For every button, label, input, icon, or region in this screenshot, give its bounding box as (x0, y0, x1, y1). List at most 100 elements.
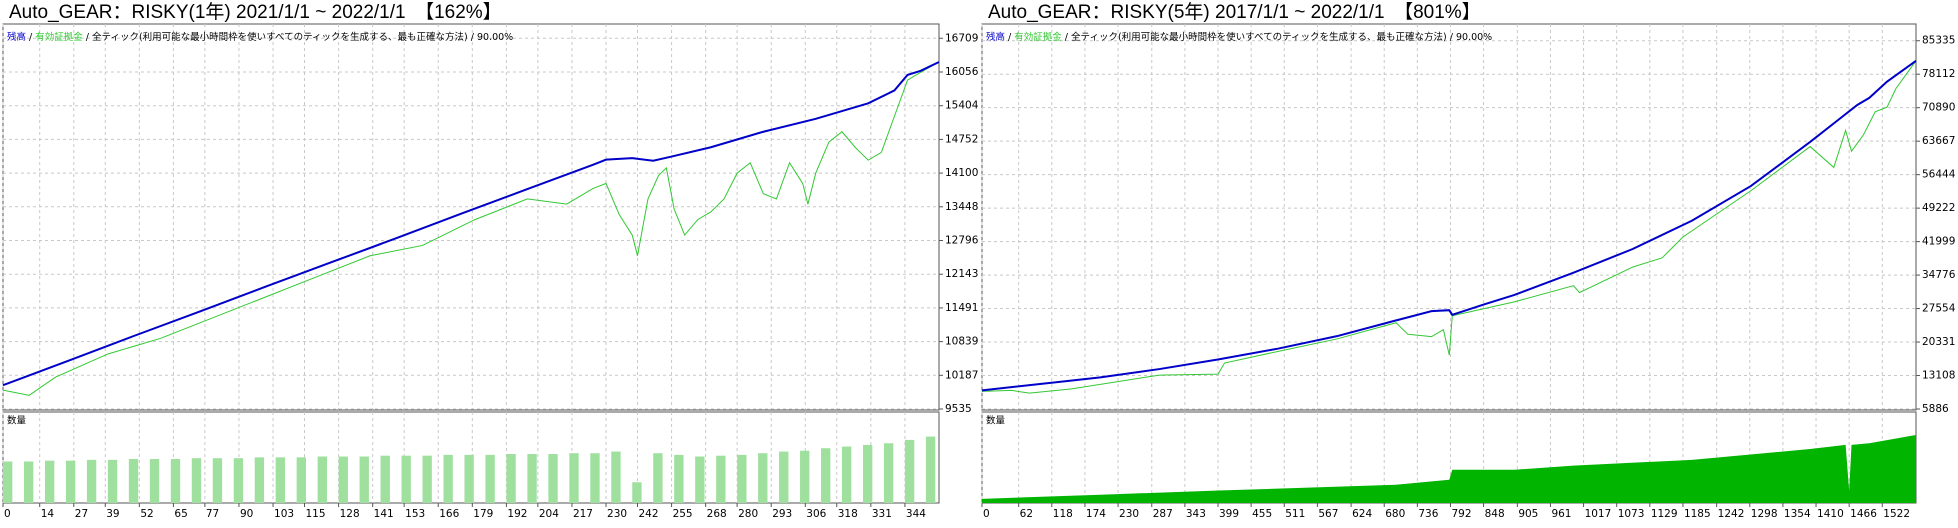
volume-bar (380, 455, 390, 503)
series-line (981, 60, 1917, 392)
x-tick-label: 192 (507, 508, 527, 520)
y-tick-label: 13448 (945, 201, 978, 213)
x-tick-label: 174 (1086, 508, 1106, 520)
y-tick-label: 27554 (1922, 303, 1956, 315)
volume-bar (779, 451, 789, 503)
x-tick-label: 792 (1451, 508, 1471, 520)
x-tick-label: 179 (473, 508, 493, 520)
volume-bar (737, 454, 747, 503)
x-tick-label: 905 (1518, 508, 1538, 520)
volume-bar (3, 461, 13, 503)
y-tick-label: 11491 (945, 302, 978, 314)
chart-title: Auto_GEAR：RISKY(1年) 2021/1/1 ~ 2022/1/1 … (9, 1, 502, 23)
series-line (2, 61, 940, 396)
y-tick-label: 20331 (1922, 336, 1955, 348)
x-tick-label: 848 (1485, 508, 1505, 520)
y-tick-label: 9535 (945, 403, 972, 415)
x-tick-label: 115 (306, 508, 326, 520)
x-tick-label: 62 (1020, 508, 1033, 520)
volume-area (982, 434, 1916, 503)
legend-note: / 全ティック(利用可能な最小時間枠を使いすべてのティックを生成する、最も正確な… (83, 31, 513, 43)
x-tick-label: 39 (106, 508, 119, 520)
x-tick-label: 280 (738, 508, 758, 520)
series-line (2, 61, 940, 387)
volume-bar (800, 450, 810, 503)
x-tick-label: 14 (41, 508, 55, 520)
volume-bar (632, 482, 642, 503)
y-tick-label: 16056 (945, 66, 979, 78)
volume-bar (758, 453, 768, 503)
x-tick-label: 331 (872, 508, 892, 520)
plot-frame (981, 23, 1917, 411)
legend: 残高 / 有効証拠金 / 全ティック(利用可能な最小時間枠を使いすべてのティック… (986, 31, 1492, 43)
x-tick-label: 141 (374, 508, 394, 520)
y-tick-label: 16709 (945, 32, 978, 44)
x-tick-label: 736 (1418, 508, 1438, 520)
y-tick-label: 12796 (945, 234, 979, 246)
x-tick-label: 128 (340, 508, 360, 520)
volume-bar (107, 459, 118, 503)
x-tick-label: 1466 (1850, 508, 1877, 520)
volume-bar (485, 454, 495, 503)
x-tick-label: 1185 (1684, 508, 1711, 520)
x-tick-label: 1129 (1651, 508, 1678, 520)
volume-bar (212, 458, 223, 503)
x-tick-label: 293 (772, 508, 792, 520)
x-tick-label: 455 (1252, 508, 1272, 520)
volume-bar (170, 459, 181, 503)
x-tick-label: 1242 (1718, 508, 1745, 520)
x-tick-label: 961 (1551, 508, 1571, 520)
legend-entry: 残高 (986, 31, 1005, 43)
x-tick-label: 52 (140, 508, 153, 520)
x-tick-label: 306 (806, 508, 826, 520)
y-tick-label: 34776 (1922, 269, 1956, 281)
volume-bar (191, 458, 202, 503)
volume-bar (23, 461, 34, 503)
x-tick-label: 77 (206, 508, 219, 520)
legend-note: / 全ティック(利用可能な最小時間枠を使いすべてのティックを生成する、最も正確な… (1062, 31, 1492, 43)
legend-entry: 有効証拠金 (35, 31, 83, 43)
volume-label: 数量 (7, 415, 27, 427)
y-tick-label: 12143 (945, 268, 978, 280)
volume-bar (233, 458, 244, 503)
x-tick-label: 118 (1053, 508, 1073, 520)
volume-bar (674, 454, 684, 503)
x-tick-label: 204 (539, 508, 559, 520)
volume-bar (401, 455, 411, 503)
legend-entry: 有効証拠金 (1014, 31, 1062, 43)
volume-label: 数量 (986, 415, 1006, 427)
y-tick-label: 10187 (945, 369, 978, 381)
volume-bar (296, 457, 307, 503)
volume-bar (569, 453, 579, 503)
volume-bar (317, 456, 327, 503)
volume-bar (548, 454, 558, 503)
volume-bar (254, 457, 265, 503)
plot-frame (2, 23, 940, 411)
x-tick-label: 1410 (1817, 508, 1844, 520)
y-tick-label: 63667 (1922, 135, 1955, 147)
x-tick-label: 1017 (1585, 508, 1612, 520)
volume-bar (149, 459, 160, 503)
x-tick-label: 624 (1352, 508, 1372, 520)
volume-bar (527, 454, 537, 503)
volume-bar (925, 436, 936, 503)
legend-entry: 残高 (7, 31, 26, 43)
volume-bar (611, 451, 621, 503)
volume-bar (359, 456, 369, 503)
volume-bar (44, 460, 55, 503)
volume-bar (338, 456, 348, 503)
volume-bar (422, 455, 432, 503)
series-line (981, 60, 1917, 394)
volume-bar (653, 453, 663, 503)
x-tick-label: 90 (240, 508, 253, 520)
x-tick-label: 166 (439, 508, 459, 520)
volume-bar (716, 455, 726, 503)
legend-separator: / (1005, 32, 1014, 43)
y-tick-label: 70890 (1922, 102, 1955, 114)
x-tick-label: 344 (906, 508, 926, 520)
volume-bar (862, 444, 873, 503)
y-tick-label: 10839 (945, 336, 978, 348)
y-tick-label: 41999 (1922, 236, 1955, 248)
x-tick-label: 1073 (1618, 508, 1645, 520)
